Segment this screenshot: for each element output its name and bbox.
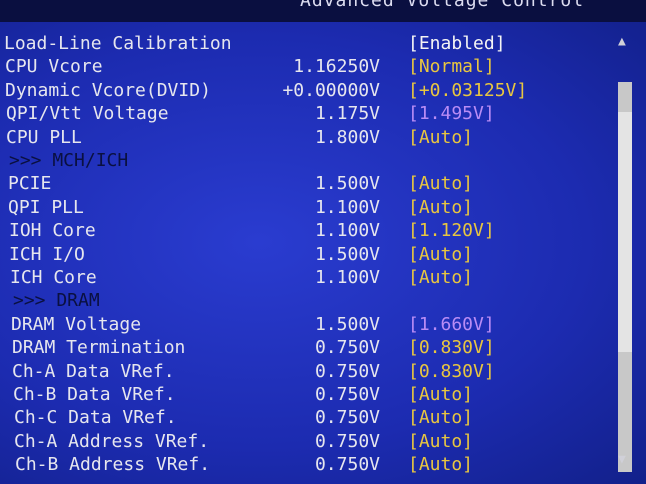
option-label[interactable]: ICH I/O: [9, 243, 85, 265]
option-setting[interactable]: [0.830V]: [408, 337, 495, 359]
option-label[interactable]: Ch-B Address VRef.: [15, 454, 211, 476]
option-label[interactable]: CPU PLL: [6, 126, 82, 148]
option-setting[interactable]: [Auto]: [408, 126, 474, 148]
option-value: 1.100V: [314, 196, 380, 218]
option-setting[interactable]: [Normal]: [408, 56, 495, 78]
scroll-down[interactable]: ▼: [618, 452, 626, 467]
option-setting[interactable]: [Enabled]: [408, 33, 506, 54]
option-setting[interactable]: [+0.03125V]: [408, 79, 528, 101]
option-value: 1.500V: [314, 313, 380, 335]
scrollbar[interactable]: ▲ ▼: [614, 32, 634, 472]
option-setting[interactable]: [Auto]: [408, 173, 474, 195]
option-setting[interactable]: [Auto]: [408, 430, 474, 452]
option-label[interactable]: Ch-A Address VRef.: [14, 430, 210, 452]
option-label[interactable]: QPI/Vtt Voltage: [6, 103, 169, 125]
option-setting[interactable]: [1.660V]: [408, 313, 495, 335]
option-label[interactable]: DRAM Termination: [12, 337, 186, 359]
option-value: 0.750V: [314, 430, 380, 452]
option-label[interactable]: IOH Core: [9, 220, 96, 242]
option-value: 0.750V: [314, 337, 380, 359]
option-setting[interactable]: [Auto]: [408, 196, 474, 218]
option-value: 0.750V: [314, 360, 380, 382]
option-label[interactable]: Load-Line Calibration: [4, 33, 232, 54]
option-label[interactable]: Ch-C Data VRef.: [14, 407, 177, 429]
option-value: 0.750V: [314, 407, 380, 429]
section-header: >>> MCH/ICH: [9, 150, 129, 171]
option-label[interactable]: ICH Core: [10, 267, 97, 288]
option-setting[interactable]: [Auto]: [408, 407, 474, 429]
option-setting[interactable]: [0.830V]: [408, 360, 495, 382]
option-value: 1.175V: [314, 103, 380, 125]
scroll-thumb[interactable]: [618, 112, 632, 352]
option-setting[interactable]: [Auto]: [408, 243, 474, 265]
title-bar: Advanced Voltage Control: [0, 0, 646, 22]
option-value: 1.100V: [314, 220, 380, 242]
option-setting[interactable]: [Auto]: [408, 454, 474, 476]
option-label[interactable]: PCIE: [8, 173, 52, 195]
option-setting[interactable]: [Auto]: [408, 267, 474, 288]
option-setting[interactable]: [Auto]: [408, 384, 474, 405]
option-label[interactable]: QPI PLL: [8, 196, 84, 218]
option-setting[interactable]: [1.120V]: [408, 220, 495, 242]
option-value: 1.100V: [314, 267, 380, 288]
option-value: 1.500V: [314, 243, 380, 265]
option-label[interactable]: CPU Vcore: [5, 56, 103, 78]
option-setting[interactable]: [1.495V]: [408, 103, 495, 125]
option-value: 1.800V: [314, 126, 380, 148]
option-value: 0.750V: [314, 384, 380, 405]
scroll-up[interactable]: ▲: [618, 34, 626, 49]
option-label[interactable]: DRAM Voltage: [11, 313, 142, 335]
page-title: Advanced Voltage Control: [300, 0, 585, 11]
option-label[interactable]: Ch-A Data VRef.: [12, 360, 175, 382]
option-value: 1.16250V: [293, 56, 380, 78]
option-value: +0.00000V: [282, 79, 380, 101]
section-header: >>> DRAM: [13, 290, 100, 312]
option-value: 1.500V: [314, 173, 380, 195]
option-value: 0.750V: [314, 454, 380, 476]
option-label[interactable]: Ch-B Data VRef.: [13, 384, 176, 405]
option-label[interactable]: Dynamic Vcore(DVID): [5, 79, 211, 101]
